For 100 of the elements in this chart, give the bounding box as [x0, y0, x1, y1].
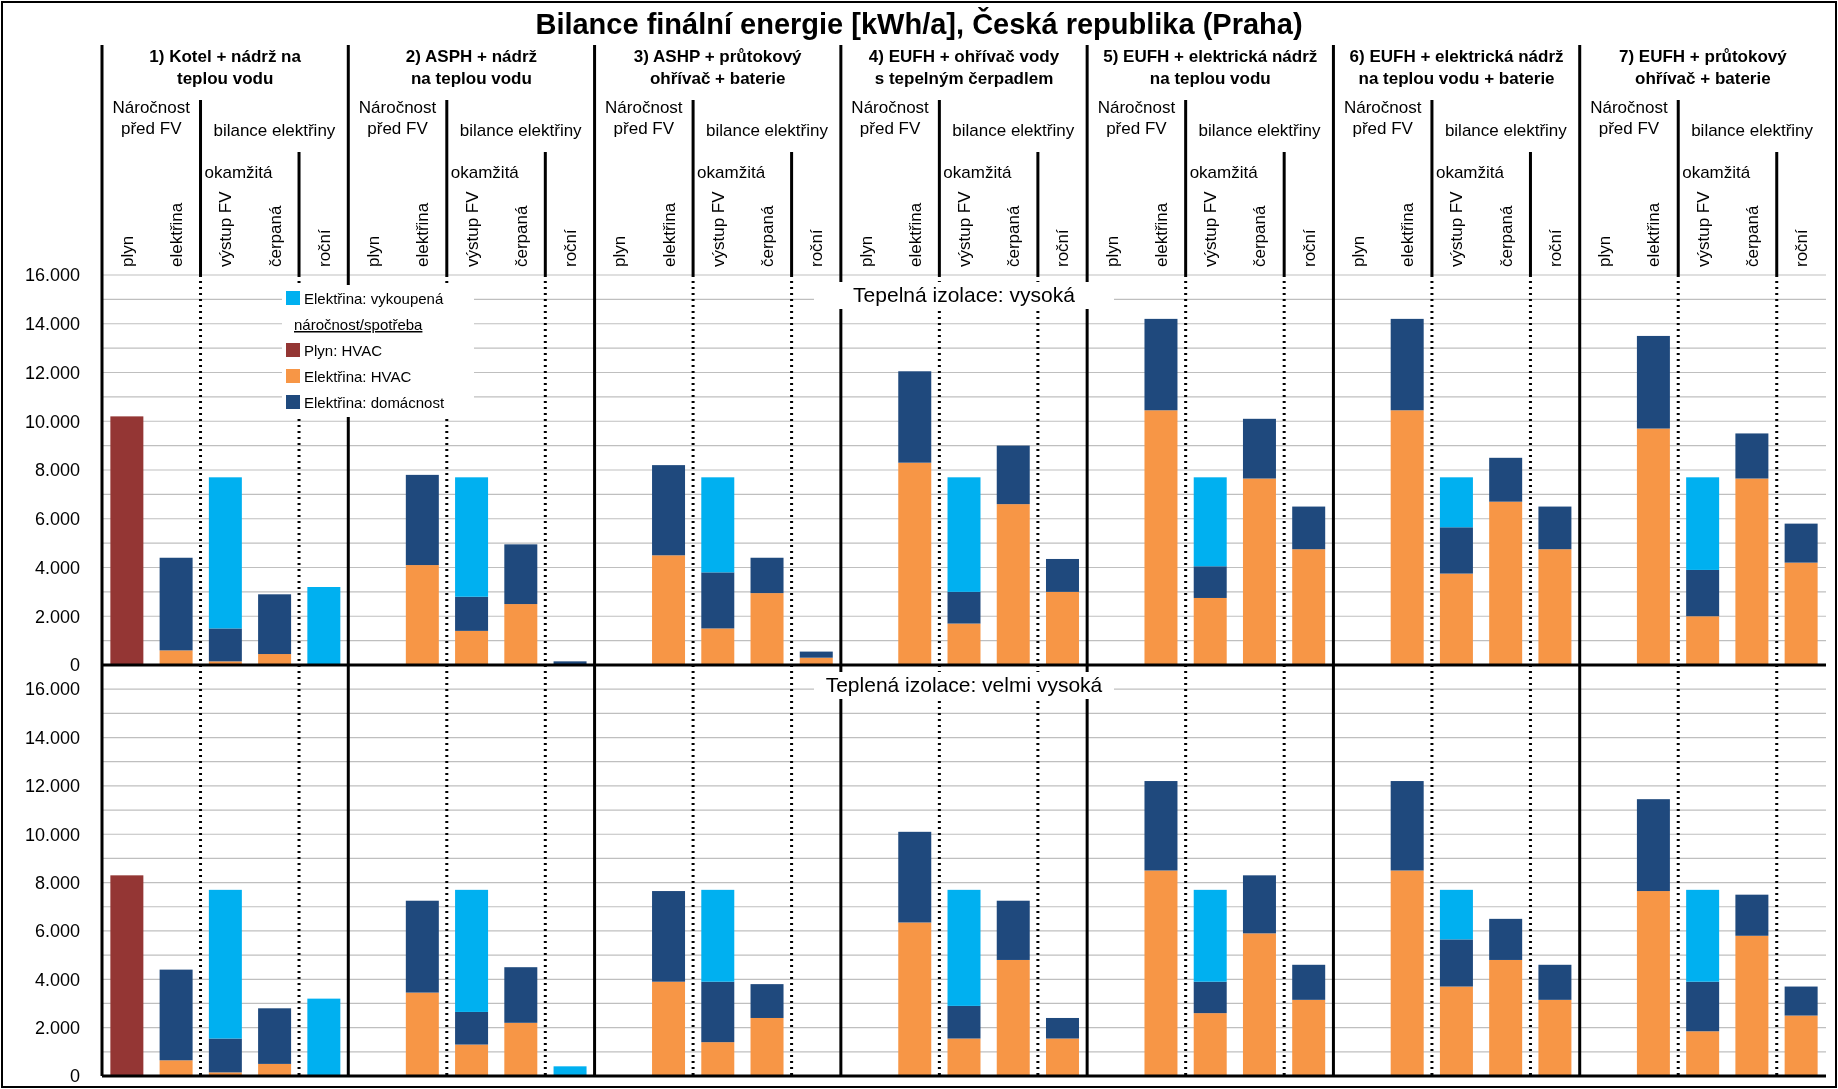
bar [1144, 870, 1178, 1076]
text: Náročnost před FV [1097, 98, 1176, 138]
x-tick-label: plyn [856, 235, 876, 267]
bar [1292, 999, 1326, 1076]
bar [1193, 981, 1227, 1014]
y-tick-label: 2.000 [34, 1017, 80, 1038]
bar [1735, 433, 1769, 479]
bar [1193, 597, 1227, 665]
bar [258, 654, 292, 665]
bar [208, 477, 242, 629]
bar [1193, 1013, 1227, 1076]
bar [110, 875, 144, 1076]
bar [701, 572, 735, 629]
bar [1242, 418, 1276, 479]
text: 6) EUFH + elektrická nádrž na teplou vodu + baterie [1349, 47, 1564, 88]
text: okamžitá [1435, 163, 1505, 182]
x-tick-label: čerpaná [1496, 205, 1516, 267]
bar [159, 557, 193, 651]
chart-subtitle: Teplená izolace: velmi vysoká [825, 673, 1103, 696]
text: Náročnost před FV [605, 98, 683, 138]
bar [455, 1044, 489, 1076]
bar [1686, 981, 1720, 1032]
y-tick-label: 2.000 [34, 606, 80, 627]
bar [1686, 477, 1720, 570]
bar [1144, 781, 1178, 871]
y-tick-label: 16.000 [24, 679, 80, 700]
text: bilance elektřiny [706, 121, 829, 140]
bar [1784, 1015, 1818, 1076]
bar [1784, 523, 1818, 563]
bar [701, 889, 735, 982]
y-tick-label: 0 [69, 655, 80, 676]
bar [799, 651, 833, 658]
bar [1045, 558, 1079, 592]
bar [1439, 573, 1473, 665]
bar [504, 1022, 538, 1076]
bar [208, 628, 242, 662]
bar [1045, 1038, 1079, 1076]
text: 4) EUFH + ohřívač vody s tepelným čerpadlem [868, 47, 1060, 88]
bar [1292, 506, 1326, 550]
x-tick-label: výstup FV [708, 190, 728, 267]
x-tick-label: roční [561, 228, 581, 267]
bar [1439, 986, 1473, 1076]
y-tick-label: 0 [69, 1066, 80, 1087]
text: bilance elektřiny [1691, 121, 1814, 140]
x-tick-label: plyn [610, 235, 630, 267]
y-tick-label: 10.000 [24, 411, 80, 432]
bar [1686, 616, 1720, 665]
bar [258, 1063, 292, 1076]
x-tick-label: čerpaná [1250, 205, 1270, 267]
x-tick-label: elektřina [413, 202, 433, 267]
bar [504, 544, 538, 605]
y-tick-label: 16.000 [24, 265, 80, 286]
bar [1489, 501, 1523, 665]
text: Náročnost před FV [1590, 98, 1668, 138]
y-tick-label: 12.000 [24, 776, 80, 797]
text: 7) EUFH + průtokový ohřívač + baterie [1619, 47, 1788, 88]
bar [405, 900, 439, 993]
bar [1439, 889, 1473, 940]
x-tick-label: výstup FV [216, 190, 236, 267]
text: okamžitá [450, 163, 520, 182]
bar [455, 477, 489, 597]
text: bilance elektřiny [952, 121, 1075, 140]
bar [750, 1017, 784, 1076]
bar [1193, 566, 1227, 598]
x-tick-label: plyn [1595, 235, 1615, 267]
x-tick-label: plyn [1102, 235, 1122, 267]
bar [1538, 549, 1572, 665]
text: okamžitá [697, 163, 766, 182]
bar [1439, 527, 1473, 574]
bar [1193, 477, 1227, 567]
text: 5) EUFH + elektrická nádrž na teplou vodu [1103, 47, 1318, 88]
x-tick-label: výstup FV [1201, 190, 1221, 267]
y-tick-label: 14.000 [24, 727, 80, 748]
bar [1390, 410, 1424, 665]
bar [1686, 1031, 1720, 1076]
y-tick-label: 8.000 [34, 460, 80, 481]
x-tick-label: čerpaná [265, 205, 285, 267]
bar [1636, 891, 1670, 1076]
x-tick-label: roční [1053, 228, 1073, 267]
bar [455, 1011, 489, 1045]
x-tick-label: roční [1299, 228, 1319, 267]
y-tick-label: 6.000 [34, 509, 80, 530]
bar [1045, 591, 1079, 665]
bar [1686, 569, 1720, 617]
bar [208, 1038, 242, 1073]
bar [455, 596, 489, 631]
text: bilance elektřiny [1444, 121, 1568, 140]
bar [1390, 870, 1424, 1076]
legend-title: náročnost/spotřeba [294, 316, 424, 333]
x-tick-label: elektřina [659, 202, 679, 267]
x-tick-label: čerpaná [1742, 205, 1762, 267]
bar [1390, 318, 1424, 411]
bar [947, 1038, 981, 1076]
bar [898, 462, 932, 665]
x-tick-label: výstup FV [955, 190, 974, 267]
x-tick-label: čerpaná [511, 205, 531, 267]
bar [701, 628, 735, 665]
text: Náročnost před FV [851, 98, 930, 138]
text: okamžitá [1189, 163, 1259, 182]
bar [1489, 457, 1523, 502]
